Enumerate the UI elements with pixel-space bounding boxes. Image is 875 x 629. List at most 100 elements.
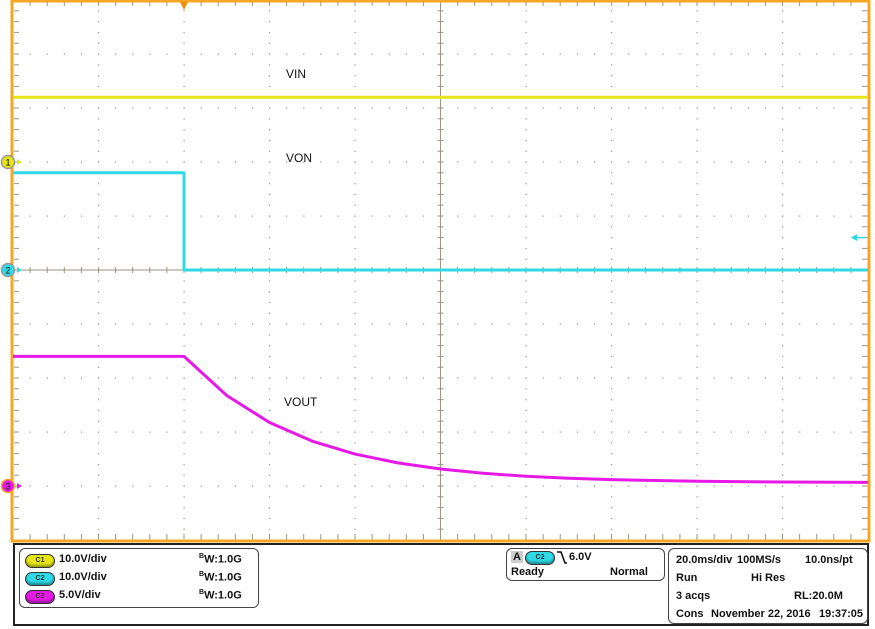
grid-dot	[782, 463, 784, 466]
grid-dot	[132, 323, 134, 325]
grid-dot	[525, 31, 527, 34]
trigger-position-marker[interactable]	[180, 2, 188, 10]
grid-dot	[696, 463, 698, 466]
grid-dot	[251, 53, 254, 55]
grid-dot	[764, 107, 767, 109]
grid-dot	[217, 215, 219, 217]
grid-dot	[217, 107, 219, 109]
grid-dot	[833, 53, 835, 55]
cons-label: Cons	[676, 608, 704, 620]
grid-dot	[799, 107, 801, 109]
grid-dot	[405, 53, 407, 55]
grid-dot	[816, 161, 818, 163]
grid-dot	[337, 215, 339, 217]
grid-dot	[269, 21, 271, 23]
grid-dot	[183, 377, 185, 379]
grid-dot	[782, 204, 784, 206]
c3-pill[interactable]: C3	[25, 590, 55, 604]
grid-dot	[696, 161, 698, 163]
trigger-box[interactable]: A C2 6.0V Ready Normal	[506, 548, 665, 581]
grid-dot	[371, 485, 373, 487]
grid-dot	[611, 291, 613, 293]
c1-bandwidth: BW:1.0G	[199, 553, 242, 566]
grid-dot	[696, 129, 698, 131]
grid-dot	[422, 161, 425, 163]
grid-dot	[354, 377, 356, 379]
grid-dot	[149, 485, 151, 487]
grid-dot	[474, 431, 476, 433]
grid-dot	[183, 161, 185, 163]
grid-dot	[422, 215, 425, 217]
grid-dot	[354, 517, 356, 520]
grid-dot	[542, 53, 544, 55]
grid-dot	[269, 485, 271, 487]
ch3-marker-circle[interactable]	[0, 478, 16, 494]
grid-dot	[183, 409, 185, 412]
grid-dot	[354, 204, 356, 206]
grid-dot	[696, 528, 698, 530]
grid-dot	[388, 485, 390, 487]
grid-dot	[593, 53, 596, 55]
grid-dot	[63, 377, 65, 379]
grid-dot	[29, 53, 31, 55]
markers[interactable]: 1 2 3	[0, 2, 866, 494]
channel-row-c2[interactable]: C2 10.0V/div BW:1.0G	[20, 569, 258, 587]
grid-dot	[850, 161, 852, 163]
grid-dot	[833, 431, 835, 433]
c1-pill[interactable]: C1	[25, 554, 55, 568]
grid-dot	[80, 431, 83, 433]
trigger-level-marker[interactable]	[851, 234, 857, 242]
grid-dot	[799, 215, 801, 217]
grid-dot	[422, 107, 425, 109]
grid-dot	[269, 453, 271, 455]
ch2-ground-marker[interactable]: 2	[0, 262, 23, 278]
grid-dot	[576, 53, 578, 55]
grid-dot	[696, 420, 698, 422]
timebase-box[interactable]: 20.0ms/div 100MS/s 10.0ns/pt Run Hi Res …	[668, 548, 868, 624]
ch2-marker-circle[interactable]	[0, 262, 16, 278]
grid-dot	[611, 366, 613, 368]
grid-dot	[764, 323, 767, 325]
grid-dot	[183, 496, 185, 498]
channel-settings-box[interactable]: C1 10.0V/div BW:1.0G C2 10.0V/div BW:1.0…	[19, 548, 259, 608]
grid-dot	[696, 85, 698, 88]
grid-dot	[354, 21, 356, 23]
grid-dot	[782, 10, 784, 12]
grid-dot	[269, 118, 271, 120]
grid-dot	[354, 312, 356, 314]
c2-pill[interactable]: C2	[25, 572, 55, 586]
grid-dot	[782, 377, 784, 379]
grid-dot	[816, 323, 818, 325]
trigger-source-pill[interactable]: C2	[525, 551, 555, 565]
channel-row-c1[interactable]: C1 10.0V/div BW:1.0G	[20, 551, 258, 569]
grid-dot	[149, 215, 151, 217]
grid-dot	[269, 85, 271, 88]
grid-dot	[696, 485, 698, 487]
ch1-marker-circle[interactable]	[0, 154, 16, 170]
grid-dot	[525, 161, 527, 163]
ch3-ground-marker[interactable]: 3	[0, 478, 23, 494]
channel-row-c3[interactable]: C3 5.0V/div BW:1.0G	[20, 587, 258, 605]
grid-dot	[217, 485, 219, 487]
grid-dot	[593, 431, 596, 433]
grid-dot	[354, 64, 356, 66]
grid-dot	[833, 215, 835, 217]
ch1-ground-marker[interactable]: 1	[0, 154, 23, 170]
grid-dot	[269, 312, 271, 314]
grid-dot	[611, 453, 613, 455]
grid-dot	[696, 64, 698, 66]
grid-dot	[611, 258, 613, 260]
grid-dot	[508, 485, 510, 487]
grid-dot	[679, 107, 681, 109]
falling-edge-icon	[557, 551, 567, 564]
grid-dot	[183, 10, 185, 12]
grid-dot	[542, 107, 544, 109]
grid-dot	[525, 291, 527, 293]
grid-dot	[696, 507, 698, 509]
grid-dot	[29, 161, 31, 163]
grid-dot	[286, 107, 288, 109]
grid-dot	[696, 258, 698, 260]
grid-dot	[183, 323, 185, 325]
grid-dot	[337, 377, 339, 379]
grid-dot	[200, 107, 202, 109]
